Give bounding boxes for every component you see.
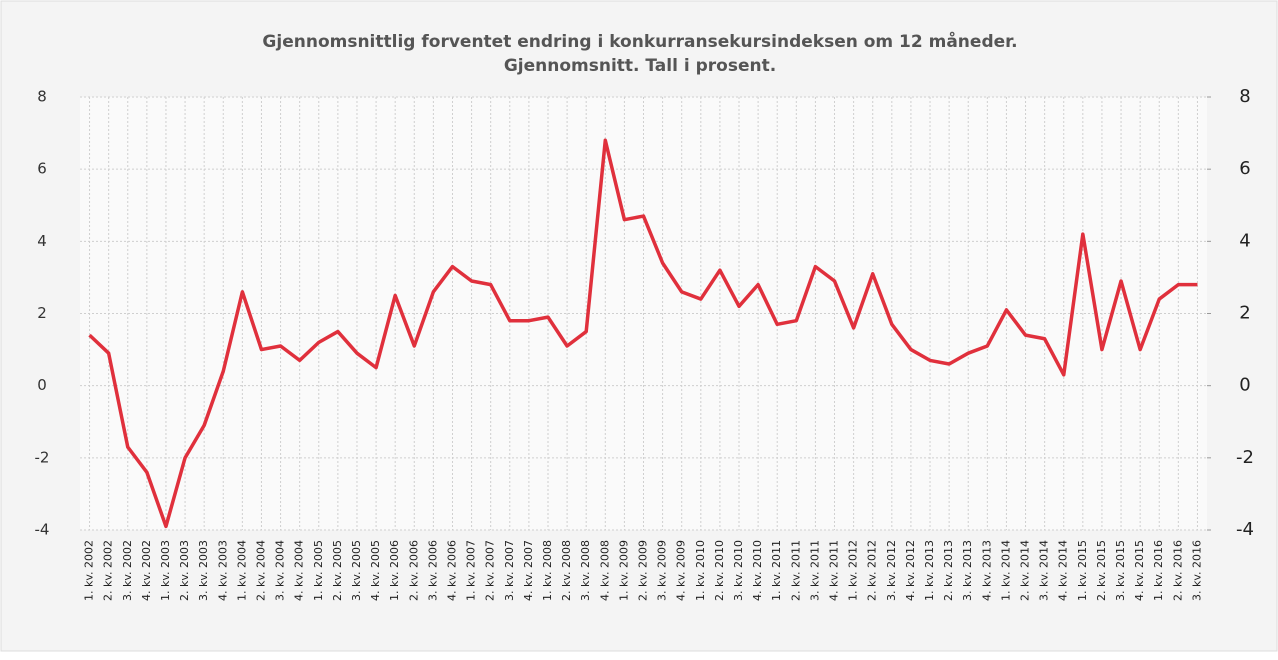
y2-tick-label: 2 (1239, 303, 1250, 324)
y-tick-label: 6 (37, 160, 47, 178)
y-tick-label: 4 (37, 232, 47, 250)
x-tick-label: 1. kv. 2002 (83, 540, 96, 601)
x-tick-label: 2. kv. 2003 (178, 540, 191, 601)
x-tick-label: 4. kv. 2007 (522, 540, 535, 601)
x-tick-label: 4. kv. 2009 (675, 540, 688, 601)
x-tick-label: 2. kv. 2007 (484, 540, 497, 601)
chart-subtitle: Gjennomsnitt. Tall i prosent. (504, 56, 776, 76)
x-tick-label: 2. kv. 2009 (637, 540, 650, 601)
x-tick-label: 3. kv. 2009 (656, 540, 669, 601)
x-tick-label: 1. kv. 2007 (465, 540, 478, 601)
x-tick-label: 4. kv. 2013 (980, 540, 993, 601)
y2-tick-label: -4 (1236, 519, 1254, 540)
x-tick-label: 2. kv. 2012 (866, 540, 879, 601)
data-line (88, 138, 1198, 529)
x-tick-label: 1. kv. 2015 (1076, 540, 1089, 601)
x-tick-label: 1. kv. 2003 (159, 540, 172, 601)
x-tick-label: 3. kv. 2010 (732, 540, 745, 601)
x-tick-label: 3. kv. 2008 (579, 540, 592, 601)
x-tick-label: 4. kv. 2015 (1133, 540, 1146, 601)
x-tick-label: 3. kv. 2012 (885, 540, 898, 601)
x-tick-label: 1. kv. 2010 (694, 540, 707, 601)
x-tick-label: 4. kv. 2014 (1057, 540, 1070, 601)
x-tick-label: 1. kv. 2005 (312, 540, 325, 601)
x-tick-label: 2. kv. 2004 (254, 540, 267, 601)
x-tick-label: 1. kv. 2008 (541, 540, 554, 601)
y-tick-label: -2 (35, 448, 50, 466)
x-tick-label: 2. kv. 2006 (407, 540, 420, 601)
y-tick-label: 8 (37, 88, 47, 106)
x-tick-label: 1. kv. 2004 (235, 540, 248, 601)
x-tick-label: 3. kv. 2004 (274, 540, 287, 601)
x-tick-label: 1. kv. 2009 (617, 540, 630, 601)
y2-tick-label: 0 (1239, 375, 1250, 396)
x-tick-label: 2. kv. 2008 (560, 540, 573, 601)
x-tick-label: 3. kv. 2007 (503, 540, 516, 601)
x-tick-label: 3. kv. 2015 (1114, 540, 1127, 601)
y2-tick-label: 8 (1239, 86, 1250, 107)
x-tick-label: 4. kv. 2008 (598, 540, 611, 601)
x-tick-label: 1. kv. 2006 (388, 540, 401, 601)
y2-tick-label: -2 (1236, 447, 1254, 468)
x-tick-label: 1. kv. 2014 (999, 540, 1012, 601)
x-tick-label: 1. kv. 2012 (847, 540, 860, 601)
x-tick-label: 4. kv. 2002 (140, 540, 153, 601)
x-tick-label: 2. kv. 2002 (102, 540, 115, 601)
y-tick-label: 0 (37, 376, 47, 394)
x-tick-label: 2. kv. 2014 (1019, 540, 1032, 601)
x-tick-label: 4. kv. 2012 (904, 540, 917, 601)
x-tick-label: 3. kv. 2003 (197, 540, 210, 601)
y2-tick-label: 6 (1239, 158, 1250, 179)
x-tick-label: 2. kv. 2005 (331, 540, 344, 601)
x-tick-label: 3. kv. 2005 (350, 540, 363, 601)
x-tick-label: 4. kv. 2004 (293, 540, 306, 601)
chart-title: Gjennomsnittlig forventet endring i konk… (262, 30, 1017, 52)
y-tick-label: -4 (35, 521, 50, 539)
x-tick-label: 3. kv. 2013 (961, 540, 974, 601)
y-tick-label: 2 (37, 304, 47, 322)
x-tick-label: 3. kv. 2006 (426, 540, 439, 601)
x-tick-label: 4. kv. 2006 (445, 540, 458, 601)
x-tick-label: 4. kv. 2003 (216, 540, 229, 601)
x-tick-label: 4. kv. 2011 (828, 540, 841, 601)
x-tick-label: 1. kv. 2013 (923, 540, 936, 601)
x-tick-label: 3. kv. 2014 (1038, 540, 1051, 601)
x-tick-label: 4. kv. 2010 (751, 540, 764, 601)
x-tick-label: 2. kv. 2013 (942, 540, 955, 601)
x-tick-label: 2. kv. 2015 (1095, 540, 1108, 601)
x-tick-label: 3. kv. 2011 (808, 540, 821, 601)
x-tick-label: 3. kv. 2016 (1190, 540, 1203, 601)
x-tick-label: 2. kv. 2011 (789, 540, 802, 601)
x-tick-label: 2. kv. 2010 (713, 540, 726, 601)
x-tick-label: 4. kv. 2005 (369, 540, 382, 601)
x-tick-label: 1. kv. 2016 (1152, 540, 1165, 601)
y2-tick-label: 4 (1239, 230, 1250, 251)
x-tick-label: 1. kv. 2011 (770, 540, 783, 601)
x-tick-label: 2. kv. 2016 (1171, 540, 1184, 601)
x-tick-label: 3. kv. 2002 (121, 540, 134, 601)
